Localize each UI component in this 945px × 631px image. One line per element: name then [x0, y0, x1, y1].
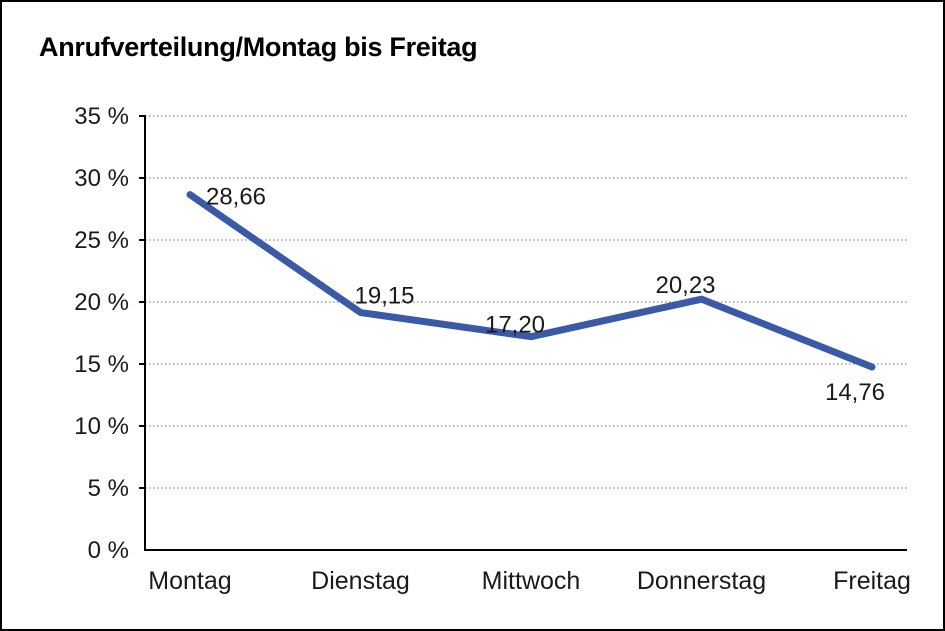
y-tick-label: 0 % — [88, 537, 129, 564]
y-tick-label: 15 % — [74, 351, 129, 378]
y-tick-label: 20 % — [74, 289, 129, 316]
data-label: 28,66 — [206, 184, 266, 211]
data-series-line — [186, 191, 876, 371]
data-label: 14,76 — [825, 379, 885, 406]
x-axis-label: Montag — [148, 567, 231, 595]
x-axis-label: Mittwoch — [482, 567, 581, 595]
y-tick-label: 5 % — [88, 475, 129, 502]
y-tick-label: 30 % — [74, 165, 129, 192]
data-label: 17,20 — [485, 312, 545, 339]
x-axis-label: Dienstag — [311, 567, 410, 595]
y-tick-label: 25 % — [74, 227, 129, 254]
data-label: 19,15 — [354, 283, 414, 310]
y-tick-label: 10 % — [74, 413, 129, 440]
chart-title: Anrufverteilung/Montag bis Freitag — [39, 32, 478, 62]
data-label: 20,23 — [655, 272, 715, 299]
y-tick-label: 35 % — [74, 103, 129, 130]
x-axis-label: Donnerstag — [637, 567, 766, 595]
x-axis-label: Freitag — [833, 567, 911, 595]
